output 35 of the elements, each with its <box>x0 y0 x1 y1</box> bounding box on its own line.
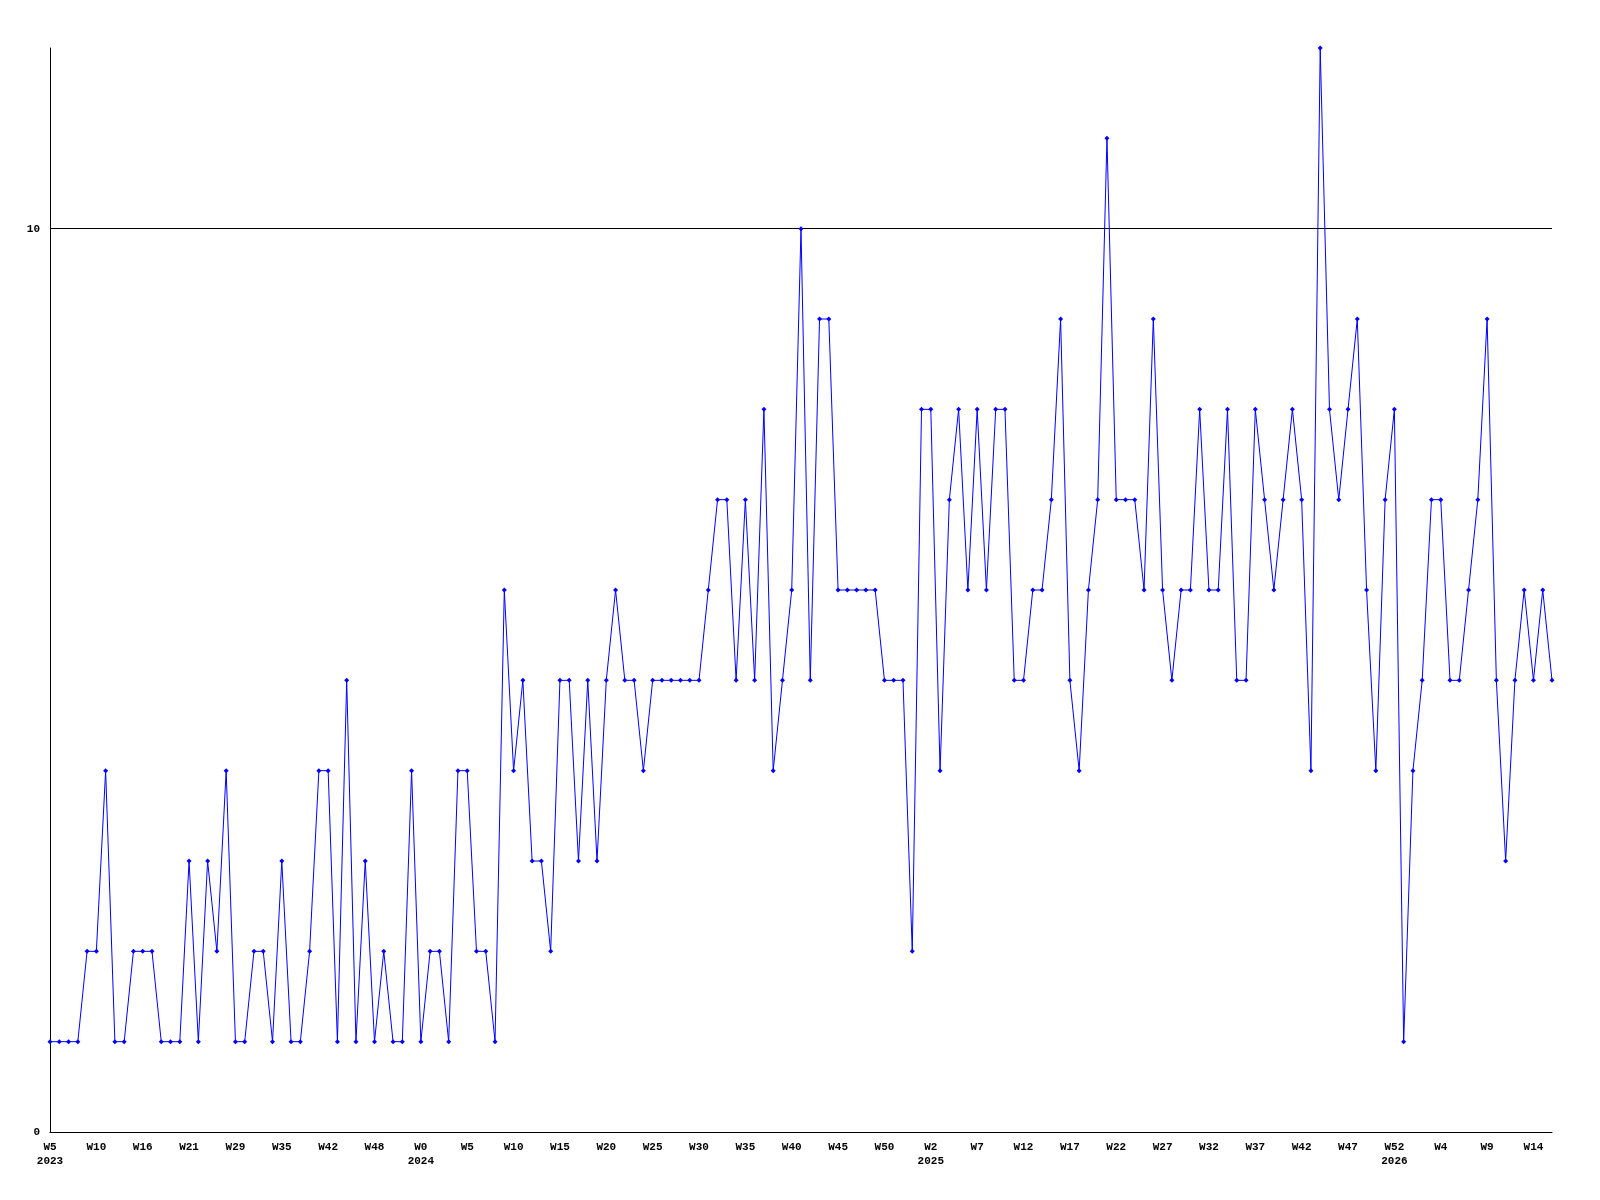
x-tick-label: W16 <box>132 1141 153 1153</box>
x-tick-label: W21 <box>179 1141 200 1153</box>
x-tick-label: W40 <box>781 1141 802 1153</box>
x-tick-label: W0 2024 <box>407 1141 435 1167</box>
x-tick-label: W10 <box>503 1141 524 1153</box>
x-tick-label: W5 2023 <box>36 1141 64 1167</box>
x-tick-label: W17 <box>1059 1141 1080 1153</box>
x-tick-label: W50 <box>874 1141 895 1153</box>
x-tick-label: W7 <box>970 1141 984 1153</box>
x-tick-label: W15 <box>550 1141 571 1153</box>
x-tick-label: W32 <box>1199 1141 1219 1153</box>
x-tick-label: W47 <box>1338 1141 1358 1153</box>
x-tick-label: W22 <box>1106 1141 1127 1153</box>
x-tick-label: W4 <box>1434 1141 1448 1153</box>
x-tick-label: W48 <box>364 1141 385 1153</box>
x-tick-label: W2 2025 <box>917 1141 945 1167</box>
x-tick-label: W37 <box>1245 1141 1266 1153</box>
x-tick-label: W14 <box>1523 1141 1544 1153</box>
x-tick-label: W27 <box>1152 1141 1173 1153</box>
x-tick-label: W35 <box>735 1141 756 1153</box>
x-tick-label: W20 <box>596 1141 617 1153</box>
x-tick-label: W25 <box>642 1141 663 1153</box>
x-tick-label: W42 <box>1291 1141 1312 1153</box>
y-tick-label: 0 <box>33 1126 40 1138</box>
x-tick-label: W42 <box>318 1141 339 1153</box>
x-tick-label: W10 <box>86 1141 107 1153</box>
x-tick-label: W45 <box>828 1141 849 1153</box>
x-tick-label: W35 <box>271 1141 293 1153</box>
x-tick-label: W29 <box>225 1141 246 1153</box>
y-tick-label: 10 <box>26 222 40 235</box>
x-tick-label: W9 <box>1480 1141 1494 1153</box>
x-tick-label: W5 <box>460 1141 475 1153</box>
x-tick-label: W30 <box>689 1141 709 1153</box>
x-tick-label: W52 2026 <box>1381 1141 1408 1167</box>
x-tick-label: W12 <box>1013 1141 1034 1153</box>
